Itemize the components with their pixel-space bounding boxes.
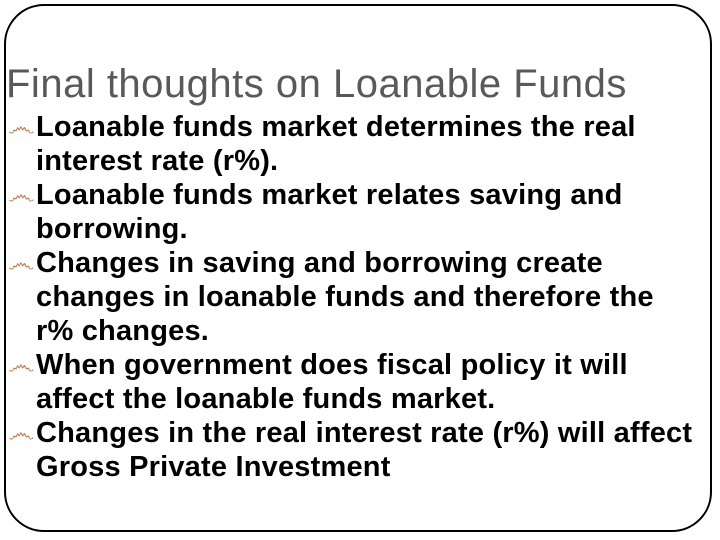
- bullet-item: ෴ Changes in saving and borrowing create…: [6, 246, 696, 348]
- bullet-glyph-icon: ෴: [6, 110, 36, 144]
- bullet-glyph-icon: ෴: [6, 416, 36, 450]
- bullet-glyph-icon: ෴: [6, 348, 36, 382]
- slide-body: ෴ Loanable funds market determines the r…: [6, 110, 696, 484]
- bullet-text: Changes in the real interest rate (r%) w…: [36, 416, 696, 484]
- bullet-item: ෴ Changes in the real interest rate (r%)…: [6, 416, 696, 484]
- bullet-text: Changes in saving and borrowing create c…: [36, 246, 696, 348]
- bullet-glyph-icon: ෴: [6, 246, 36, 280]
- bullet-text: Loanable funds market determines the rea…: [36, 110, 696, 178]
- bullet-item: ෴ Loanable funds market determines the r…: [6, 110, 696, 178]
- bullet-item: ෴ Loanable funds market relates saving a…: [6, 178, 696, 246]
- bullet-glyph-icon: ෴: [6, 178, 36, 212]
- bullet-text: Loanable funds market relates saving and…: [36, 178, 696, 246]
- bullet-item: ෴ When government does fiscal policy it …: [6, 348, 696, 416]
- slide-title: Final thoughts on Loanable Funds: [6, 62, 627, 107]
- slide-frame: Final thoughts on Loanable Funds ෴ Loana…: [4, 4, 712, 532]
- bullet-text: When government does fiscal policy it wi…: [36, 348, 696, 416]
